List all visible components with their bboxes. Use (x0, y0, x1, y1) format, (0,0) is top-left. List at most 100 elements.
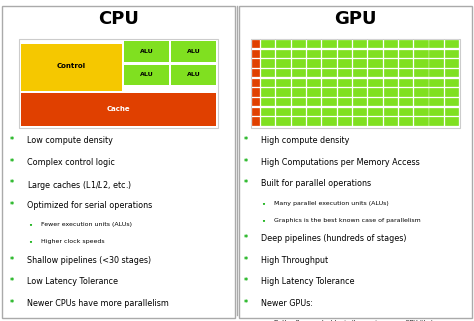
Bar (429, 88, 444, 97)
Bar (322, 79, 337, 87)
Bar (353, 49, 367, 58)
Bar (445, 69, 459, 77)
Bar (353, 108, 367, 116)
Bar (307, 117, 321, 126)
Bar (445, 79, 459, 87)
Text: Built for parallel operations: Built for parallel operations (261, 179, 371, 188)
Text: Low compute density: Low compute density (27, 136, 113, 145)
Text: •: • (261, 218, 264, 223)
Bar (292, 69, 306, 77)
Bar (414, 79, 428, 87)
Bar (261, 49, 275, 58)
Bar (276, 98, 291, 107)
Bar (337, 69, 352, 77)
Bar (429, 117, 444, 126)
Bar (429, 40, 444, 48)
Bar (399, 79, 413, 87)
Bar (307, 69, 321, 77)
Bar (292, 98, 306, 107)
Bar (414, 69, 428, 77)
Bar (368, 79, 383, 87)
Bar (337, 40, 352, 48)
Text: ALU: ALU (140, 49, 154, 54)
Bar (368, 98, 383, 107)
Text: Large caches (L1$/L2$, etc.): Large caches (L1$/L2$, etc.) (27, 179, 132, 192)
Text: *: * (9, 256, 14, 265)
Bar (21, 93, 216, 126)
Text: Higher clock speeds: Higher clock speeds (41, 239, 105, 244)
Bar (368, 88, 383, 97)
Text: Cache: Cache (107, 107, 130, 112)
Bar (445, 108, 459, 116)
Bar (261, 69, 275, 77)
Bar (261, 117, 275, 126)
Bar (276, 117, 291, 126)
Bar (292, 88, 306, 97)
Text: High compute density: High compute density (261, 136, 349, 145)
Bar (353, 69, 367, 77)
Bar (276, 69, 291, 77)
Bar (414, 98, 428, 107)
Bar (353, 59, 367, 68)
Bar (276, 40, 291, 48)
Bar (353, 88, 367, 97)
Text: High Latency Tolerance: High Latency Tolerance (261, 277, 354, 286)
Bar (292, 79, 306, 87)
Text: CPU: CPU (98, 10, 139, 28)
Bar (399, 69, 413, 77)
Bar (383, 117, 398, 126)
Text: *: * (244, 179, 248, 188)
Bar (399, 40, 413, 48)
Text: *: * (244, 136, 248, 145)
Bar (252, 88, 260, 97)
Bar (292, 117, 306, 126)
Text: *: * (9, 136, 14, 145)
Bar (276, 108, 291, 116)
Bar (429, 98, 444, 107)
Text: •: • (28, 222, 32, 228)
Text: *: * (9, 179, 14, 188)
Text: Many parallel execution units (ALUs): Many parallel execution units (ALUs) (274, 201, 389, 206)
Bar (399, 49, 413, 58)
Bar (252, 49, 260, 58)
Bar (307, 98, 321, 107)
Text: Newer GPUs:: Newer GPUs: (261, 299, 313, 308)
Text: •: • (261, 320, 264, 321)
Bar (337, 88, 352, 97)
Bar (445, 59, 459, 68)
Bar (353, 79, 367, 87)
Bar (414, 40, 428, 48)
Bar (399, 108, 413, 116)
Bar (414, 49, 428, 58)
Bar (252, 69, 260, 77)
Text: *: * (244, 234, 248, 243)
Bar (383, 69, 398, 77)
Bar (399, 98, 413, 107)
Text: *: * (9, 158, 14, 167)
Bar (261, 88, 275, 97)
Text: •: • (261, 201, 264, 206)
FancyBboxPatch shape (19, 39, 218, 128)
Bar (261, 40, 275, 48)
Bar (414, 108, 428, 116)
Bar (322, 49, 337, 58)
Text: *: * (244, 277, 248, 286)
Bar (337, 59, 352, 68)
Bar (399, 88, 413, 97)
Bar (252, 59, 260, 68)
Text: *: * (244, 299, 248, 308)
Bar (445, 117, 459, 126)
Bar (368, 117, 383, 126)
Bar (414, 59, 428, 68)
Text: Fewer execution units (ALUs): Fewer execution units (ALUs) (41, 222, 132, 228)
Bar (307, 40, 321, 48)
Bar (261, 59, 275, 68)
Bar (252, 40, 260, 48)
Bar (292, 49, 306, 58)
Bar (252, 79, 260, 87)
Bar (383, 98, 398, 107)
Bar (252, 98, 260, 107)
Text: ALU: ALU (140, 73, 154, 77)
Text: High Throughput: High Throughput (261, 256, 328, 265)
Bar (252, 117, 260, 126)
